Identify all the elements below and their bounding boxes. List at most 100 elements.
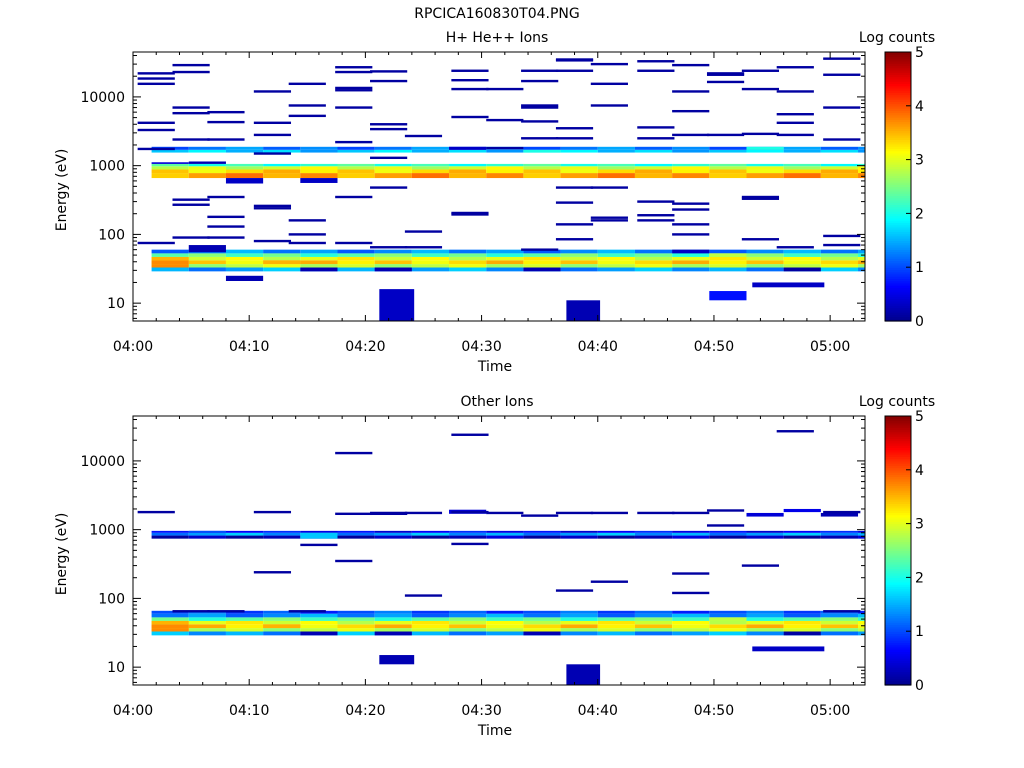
colorbar-segment [885, 543, 911, 547]
heatmap-cell [337, 610, 375, 614]
colorbar-segment [885, 593, 911, 596]
heatmap-cell [337, 260, 375, 265]
colorbar-segment [885, 669, 911, 673]
heatmap-cell [783, 628, 821, 632]
heatmap-cell [521, 120, 559, 123]
heatmap-cell [263, 256, 301, 261]
heatmap-cell [449, 264, 487, 268]
heatmap-cell [597, 530, 635, 533]
heatmap-cell [783, 253, 821, 257]
heatmap-cell [449, 173, 487, 179]
colorbar-segment [885, 314, 911, 318]
heatmap-cell [597, 613, 635, 618]
heatmap-cell [858, 256, 865, 261]
colorbar-tick-label: 5 [915, 45, 924, 61]
colorbar-segment [885, 231, 911, 235]
heatmap-cell [820, 264, 859, 268]
heatmap-cell [590, 511, 628, 515]
heatmap-cell [672, 233, 710, 236]
heatmap-cell [634, 163, 673, 167]
colorbar-segment [885, 251, 911, 255]
heatmap-cell [783, 532, 821, 536]
heatmap-cell [374, 249, 412, 254]
colorbar-segment [885, 206, 911, 210]
colorbar-segment [885, 132, 911, 136]
heatmap-cell [374, 256, 412, 261]
heatmap-cell [521, 137, 559, 140]
colorbar-segment [885, 249, 911, 253]
heatmap-cell [337, 530, 375, 533]
heatmap-cell [706, 80, 745, 84]
colorbar-segment [885, 561, 911, 565]
colorbar-segment [885, 112, 911, 116]
heatmap-cell [225, 249, 264, 254]
heatmap-cell [823, 73, 861, 76]
colorbar-segment [885, 655, 911, 659]
heatmap-cell [858, 530, 865, 533]
heatmap-cell [776, 430, 814, 433]
colorbar-segment [885, 90, 911, 93]
heatmap-cell [451, 213, 489, 216]
colorbar-segment [885, 581, 911, 585]
heatmap-cell [374, 617, 412, 621]
heatmap-cell [188, 169, 226, 174]
colorbar-segment [885, 588, 911, 592]
heatmap-cell [746, 532, 784, 536]
colorbar-segment [885, 521, 911, 525]
heatmap-cell [521, 514, 559, 517]
heatmap-cell [858, 610, 865, 614]
heatmap-cell [411, 532, 450, 536]
heatmap-cell [451, 69, 489, 72]
y-tick-label: 1000 [89, 523, 125, 539]
heatmap-cell [783, 620, 821, 625]
colorbar-segment [885, 463, 911, 466]
colorbar-segment [885, 184, 911, 188]
heatmap-cell [597, 628, 635, 632]
colorbar-segment [885, 244, 911, 248]
heatmap-cell [783, 169, 821, 174]
heatmap-cell [820, 260, 859, 265]
y-tick-label: 10 [107, 660, 125, 676]
colorbar-segment [885, 52, 911, 55]
heatmap-cell [337, 628, 375, 632]
heatmap-cell [709, 149, 747, 153]
heatmap-cell [560, 628, 598, 632]
heatmap-cell [820, 169, 859, 174]
colorbar-segment [885, 420, 911, 424]
heatmap-cell [672, 628, 710, 632]
heatmap-cell [225, 253, 264, 257]
colorbar-segment [885, 222, 911, 226]
heatmap-cell [225, 163, 264, 167]
heatmap-cell [486, 264, 524, 268]
heatmap-cell [263, 163, 301, 167]
heatmap-cell [706, 72, 745, 75]
heatmap-cell [188, 620, 226, 625]
heatmap-cell [555, 127, 594, 130]
panel-other-ions: Other Ions Log counts Time Energy (eV) 0… [54, 394, 935, 739]
colorbar-segment [885, 664, 911, 668]
heatmap-cell [597, 249, 635, 254]
heatmap-cell [449, 620, 487, 625]
heatmap-cell [590, 580, 628, 583]
heatmap-cell [188, 617, 226, 621]
heatmap-cell [411, 169, 450, 174]
heatmap-cell [523, 169, 561, 174]
heatmap-cell [637, 200, 675, 203]
heatmap-cell [263, 253, 301, 257]
colorbar-segment [885, 667, 911, 670]
heatmap-cell [225, 620, 264, 625]
x-tick-label: 04:40 [578, 703, 618, 719]
colorbar-segment [885, 258, 911, 262]
heatmap-cell [449, 617, 487, 621]
heatmap-cell [752, 646, 825, 652]
heatmap-cell [858, 532, 865, 536]
colorbar-segment [885, 121, 911, 125]
heatmap-cell [523, 146, 561, 150]
heatmap-cell [597, 617, 635, 621]
heatmap-cell [746, 260, 784, 265]
heatmap-cell [374, 166, 412, 170]
heatmap-cell [820, 613, 859, 618]
colorbar-segment [885, 298, 911, 302]
colorbar-segment [885, 289, 911, 293]
heatmap-cell [634, 149, 673, 153]
